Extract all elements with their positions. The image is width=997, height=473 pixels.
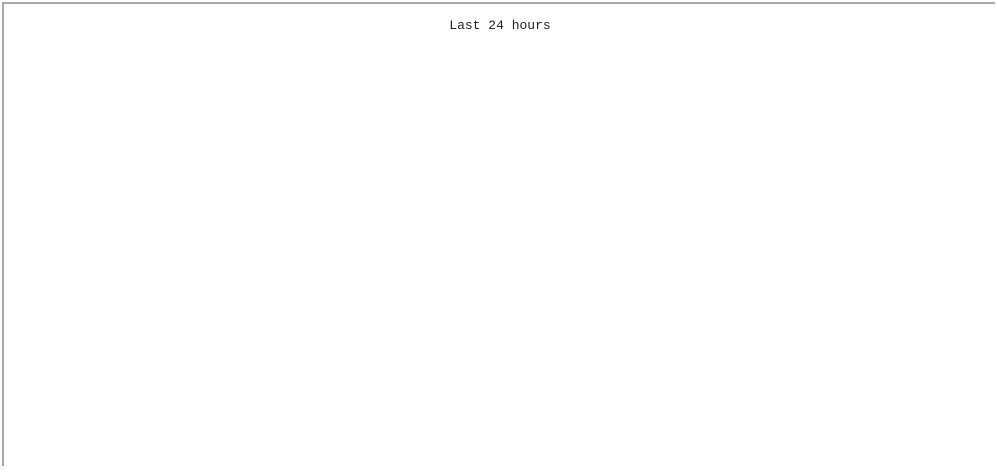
svg-text:Last 24 hours: Last 24 hours [449, 18, 550, 33]
